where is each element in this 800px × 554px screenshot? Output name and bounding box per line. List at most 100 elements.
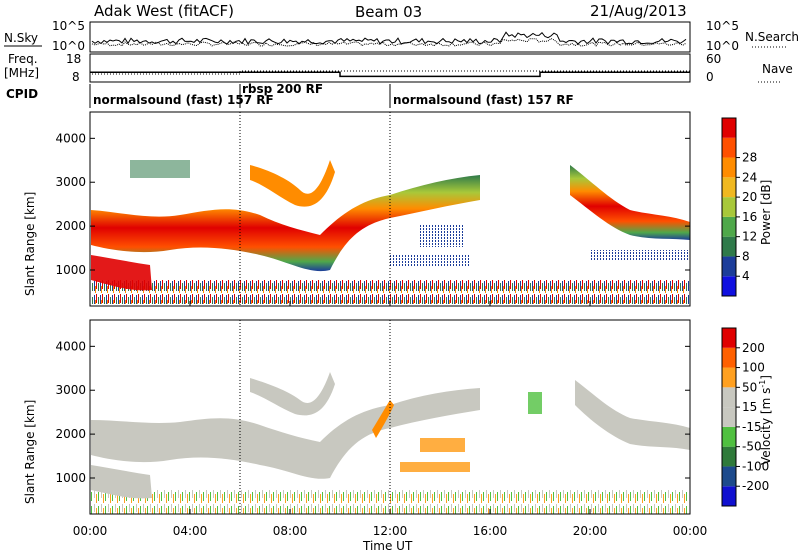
y-tick-label: 1000 — [55, 471, 86, 485]
velocity-y-axis: 1000 2000 3000 4000 — [55, 339, 690, 485]
colorbar-tick-label: 4 — [742, 269, 750, 283]
colorbar-swatch — [722, 177, 736, 198]
colorbar-swatch — [722, 387, 736, 408]
colorbar-tick-label: 20 — [742, 190, 757, 204]
colorbar-tick-label: -100 — [742, 459, 769, 473]
colorbar-swatch — [722, 367, 736, 388]
y-tick-label: 3000 — [55, 383, 86, 397]
velocity-main-band — [91, 388, 480, 479]
freq-left-tick-bottom: 8 — [72, 70, 80, 84]
sky-left-tick-bottom: 10^0 — [52, 39, 85, 53]
cpid-segment-1: normalsound (fast) 157 RF — [93, 93, 274, 107]
nave-label: Nave — [762, 62, 793, 76]
colorbar-tick-label: 24 — [742, 170, 757, 184]
sky-noise-trace — [91, 31, 687, 45]
power-far-patch-1 — [420, 225, 465, 247]
colorbar-tick-label: 200 — [742, 341, 765, 355]
y-tick-label: 2000 — [55, 427, 86, 441]
sky-left-tick-top: 10^5 — [52, 19, 85, 33]
colorbar-tick-label: 100 — [742, 361, 765, 375]
sky-panel-frame — [89, 21, 691, 53]
velocity-orange-streak — [372, 400, 394, 438]
beam-title: Beam 03 — [355, 3, 422, 21]
velocity-colorbar-label: Velocity [m s-1] — [758, 375, 773, 465]
colorbar-frame — [721, 117, 737, 297]
power-right-band — [570, 165, 690, 240]
y-tick-label: 4000 — [55, 131, 86, 145]
cpid-label: CPID — [6, 87, 38, 101]
frequency-trace — [90, 71, 690, 78]
x-tick-label: 08:00 — [273, 524, 308, 538]
cpid-segment-2: rbsp 200 RF — [242, 82, 323, 96]
power-upper-arc — [250, 160, 335, 207]
colorbar-swatch — [722, 407, 736, 427]
sky-right-tick-top: 10^5 — [706, 19, 739, 33]
velocity-colorbar-label-superscript: -1 — [758, 380, 767, 388]
freq-left-label-1: Freq. — [8, 52, 38, 66]
colorbar-tick-label: 50 — [742, 380, 757, 394]
colorbar-swatch — [722, 486, 736, 506]
power-right-patch — [590, 250, 688, 260]
colorbar-tick-label: -15 — [742, 420, 762, 434]
power-colorbar: 4 8 12 16 20 24 28 — [721, 117, 757, 297]
velocity-green-patch — [528, 392, 542, 414]
velocity-panel — [89, 319, 691, 515]
search-noise-trace — [91, 37, 687, 47]
y-tick-label: 2000 — [55, 219, 86, 233]
y-tick-label: 1000 — [55, 263, 86, 277]
colorbar-swatch — [722, 446, 736, 467]
freq-panel-frame — [89, 53, 691, 83]
colorbar-tick-label: 16 — [742, 210, 757, 224]
velocity-colorbar-label-main: Velocity [m s — [759, 388, 773, 465]
colorbar-swatch — [722, 347, 736, 368]
y-tick-label: 4000 — [55, 339, 86, 353]
colorbar-tick-label: -200 — [742, 479, 769, 493]
velocity-lower-band — [91, 465, 152, 499]
power-panel — [89, 111, 691, 307]
x-tick-label: 20:00 — [573, 524, 608, 538]
colorbar-swatch — [722, 426, 736, 447]
colorbar-swatch — [722, 157, 736, 178]
freq-left-tick-top: 18 — [66, 52, 81, 66]
velocity-right-band — [575, 380, 690, 450]
sky-right-label: N.Search — [745, 30, 799, 44]
sky-right-tick-bottom: 10^0 — [706, 39, 739, 53]
colorbar-swatch — [722, 118, 736, 138]
velocity-y-axis-label: Slant Range [km] — [23, 400, 37, 504]
velocity-orange-patch-1 — [420, 438, 465, 452]
velocity-upper-arc — [250, 372, 335, 416]
y-tick-label: 3000 — [55, 175, 86, 189]
power-lower-band — [91, 255, 152, 291]
colorbar-swatch — [722, 197, 736, 217]
power-far-patch-2 — [390, 255, 470, 267]
station-title: Adak West (fitACF) — [94, 2, 234, 20]
colorbar-swatch — [722, 137, 736, 158]
nave-trace — [92, 70, 690, 75]
power-y-axis-label: Slant Range [km] — [23, 192, 37, 296]
power-main-band — [91, 175, 480, 272]
x-axis-label: Time UT — [362, 539, 413, 553]
velocity-colorbar: 200 100 50 15 -15 -50 -100 -200 — [721, 327, 769, 507]
colorbar-swatch — [722, 276, 736, 296]
colorbar-tick-label: 15 — [742, 400, 757, 414]
freq-right-tick-bottom: 0 — [706, 70, 714, 84]
colorbar-tick-label: 28 — [742, 151, 757, 165]
x-tick-label: 04:00 — [173, 524, 208, 538]
colorbar-frame — [721, 327, 737, 507]
date-title: 21/Aug/2013 — [590, 2, 687, 20]
time-x-axis: 00:00 04:00 08:00 12:00 16:00 20:00 00:00 — [73, 301, 708, 538]
colorbar-swatch — [722, 328, 736, 348]
power-colorbar-label: Power [dB] — [759, 180, 773, 245]
x-tick-label: 12:00 — [373, 524, 408, 538]
velocity-orange-patch-2 — [400, 462, 470, 472]
x-tick-label: 16:00 — [473, 524, 508, 538]
velocity-colorbar-label-close: ] — [759, 375, 773, 380]
colorbar-swatch — [722, 256, 736, 277]
colorbar-tick-label: 8 — [742, 249, 750, 263]
power-y-axis: 1000 2000 3000 4000 — [55, 131, 690, 277]
x-tick-label: 00:00 — [673, 524, 708, 538]
colorbar-swatch — [722, 216, 736, 237]
x-tick-label: 00:00 — [73, 524, 108, 538]
cpid-segment-3: normalsound (fast) 157 RF — [393, 93, 574, 107]
